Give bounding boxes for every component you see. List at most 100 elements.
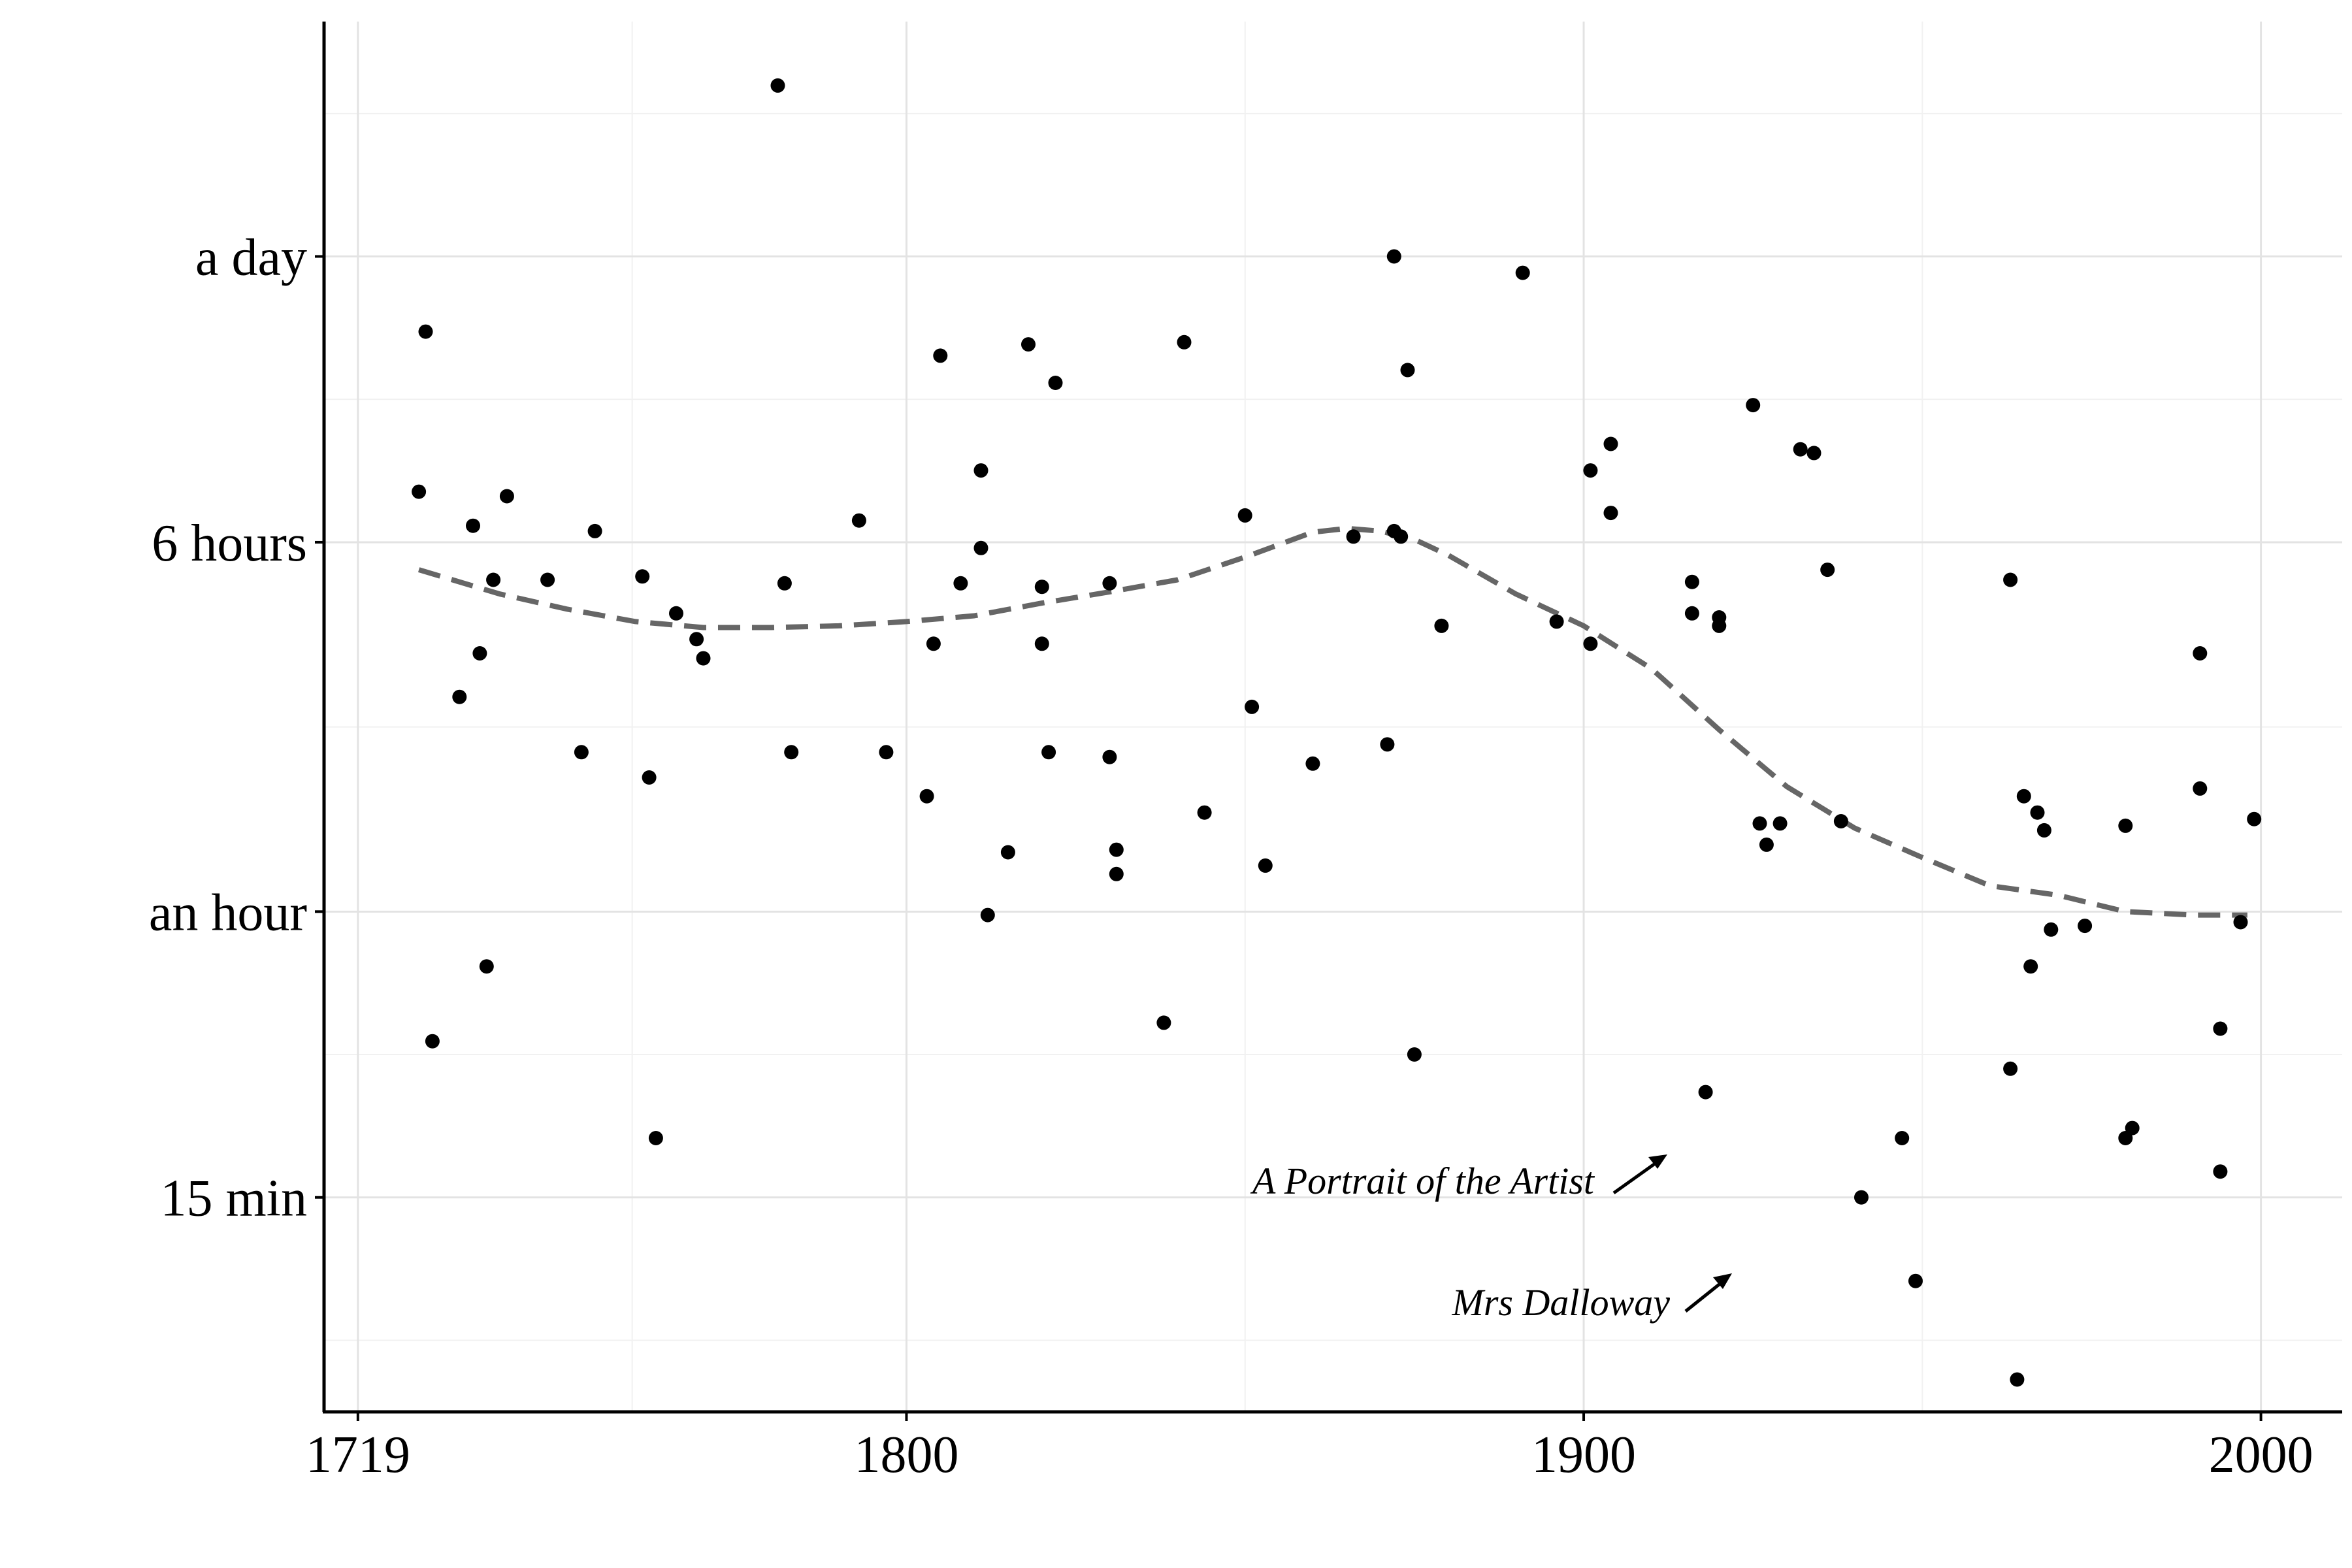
data-point xyxy=(2030,805,2045,820)
annotation-dalloway: Mrs Dalloway xyxy=(1452,1273,1732,1324)
data-point xyxy=(635,569,650,584)
data-point xyxy=(648,1131,663,1145)
data-point xyxy=(1549,614,1564,629)
data-point xyxy=(2010,1372,2025,1387)
x-tick-label: 1719 xyxy=(306,1426,410,1484)
data-point xyxy=(1746,398,1761,413)
data-point xyxy=(770,78,785,93)
axes: 15 min an hour 6 hours a day 1719 1800 1900 20… xyxy=(149,22,2342,1484)
major-gridlines xyxy=(324,22,2342,1412)
data-point xyxy=(540,572,555,587)
minor-gridlines xyxy=(324,22,2342,1412)
data-point xyxy=(1109,866,1124,881)
data-point xyxy=(574,745,589,760)
data-point xyxy=(472,646,487,661)
data-point xyxy=(2213,1164,2228,1179)
data-point xyxy=(1434,618,1449,633)
data-point xyxy=(1346,529,1361,544)
data-point xyxy=(1407,1047,1422,1062)
data-point xyxy=(1583,636,1598,651)
data-point xyxy=(1820,563,1835,578)
data-point xyxy=(973,540,988,555)
x-tick-label: 1900 xyxy=(1531,1426,1636,1484)
data-point xyxy=(412,484,427,499)
data-point xyxy=(919,789,934,804)
data-point xyxy=(1048,376,1063,390)
data-point xyxy=(2003,1061,2018,1076)
data-point xyxy=(1258,858,1273,873)
data-point xyxy=(953,576,968,591)
data-point xyxy=(1908,1273,1923,1288)
data-point xyxy=(926,636,941,651)
data-point xyxy=(1109,842,1124,857)
data-point xyxy=(2125,1120,2140,1135)
data-point xyxy=(1712,618,1727,633)
y-tick-label: 6 hours xyxy=(152,515,307,572)
annotation-dalloway-label: Mrs Dalloway xyxy=(1452,1281,1671,1324)
trend-line xyxy=(417,525,2247,918)
data-point xyxy=(1515,265,1530,280)
data-point xyxy=(587,523,602,538)
annotation-dalloway-arrow-shaft xyxy=(1684,1281,1723,1313)
data-point xyxy=(1000,845,1015,860)
data-points-layer xyxy=(412,78,2262,1387)
data-point xyxy=(499,489,514,504)
data-point xyxy=(2233,915,2248,930)
annotation-portrait-arrow-head xyxy=(1648,1154,1667,1169)
data-point xyxy=(2118,1131,2133,1145)
data-point xyxy=(1177,335,1192,350)
annotation-layer: A Portrait of the Artist Mrs Dalloway xyxy=(1250,1154,1732,1324)
data-point xyxy=(1684,574,1699,589)
data-point xyxy=(479,959,494,974)
data-point xyxy=(1021,337,1036,352)
y-tick-label: a day xyxy=(195,229,307,287)
annotation-dalloway-arrow-head xyxy=(1713,1273,1732,1289)
data-point xyxy=(1386,249,1401,264)
data-point xyxy=(973,463,988,478)
x-tick-label: 2000 xyxy=(2209,1426,2313,1484)
data-point xyxy=(1034,580,1049,595)
data-point xyxy=(1854,1190,1869,1205)
y-axis-ticks: 15 min an hour 6 hours a day xyxy=(149,229,324,1228)
data-point xyxy=(1380,737,1395,752)
data-point xyxy=(1034,636,1049,651)
data-point xyxy=(2023,959,2038,974)
data-point xyxy=(879,745,894,760)
data-point xyxy=(933,348,948,363)
data-point xyxy=(689,632,704,647)
data-point xyxy=(980,907,995,923)
data-point xyxy=(452,689,467,704)
annotation-portrait-label: A Portrait of the Artist xyxy=(1250,1160,1595,1202)
data-point xyxy=(425,1034,440,1049)
data-point xyxy=(1041,745,1056,760)
data-point xyxy=(1698,1085,1713,1100)
data-point xyxy=(2193,781,2208,796)
data-point xyxy=(1102,576,1117,591)
data-point xyxy=(1759,837,1774,852)
data-point xyxy=(466,518,480,533)
data-point xyxy=(1394,529,1409,544)
data-point xyxy=(1245,699,1260,714)
data-point xyxy=(1895,1131,1910,1145)
data-point xyxy=(696,651,711,666)
data-point xyxy=(418,324,433,339)
annotation-portrait: A Portrait of the Artist xyxy=(1250,1154,1667,1202)
data-point xyxy=(2003,572,2018,587)
data-point xyxy=(1156,1015,1171,1030)
data-point xyxy=(1772,816,1788,831)
data-point xyxy=(2044,922,2059,937)
data-point xyxy=(2213,1021,2228,1036)
data-point xyxy=(2118,818,2133,833)
annotation-portrait-arrow-shaft xyxy=(1612,1160,1658,1195)
data-point xyxy=(486,572,501,587)
data-point xyxy=(1603,436,1618,451)
data-point xyxy=(1305,756,1320,771)
data-point xyxy=(777,576,792,591)
data-point xyxy=(2193,646,2208,661)
trend-line-layer xyxy=(417,525,2247,918)
data-point xyxy=(642,770,657,785)
data-point xyxy=(1793,442,1808,457)
data-point xyxy=(1400,363,1415,378)
data-point xyxy=(784,745,799,760)
